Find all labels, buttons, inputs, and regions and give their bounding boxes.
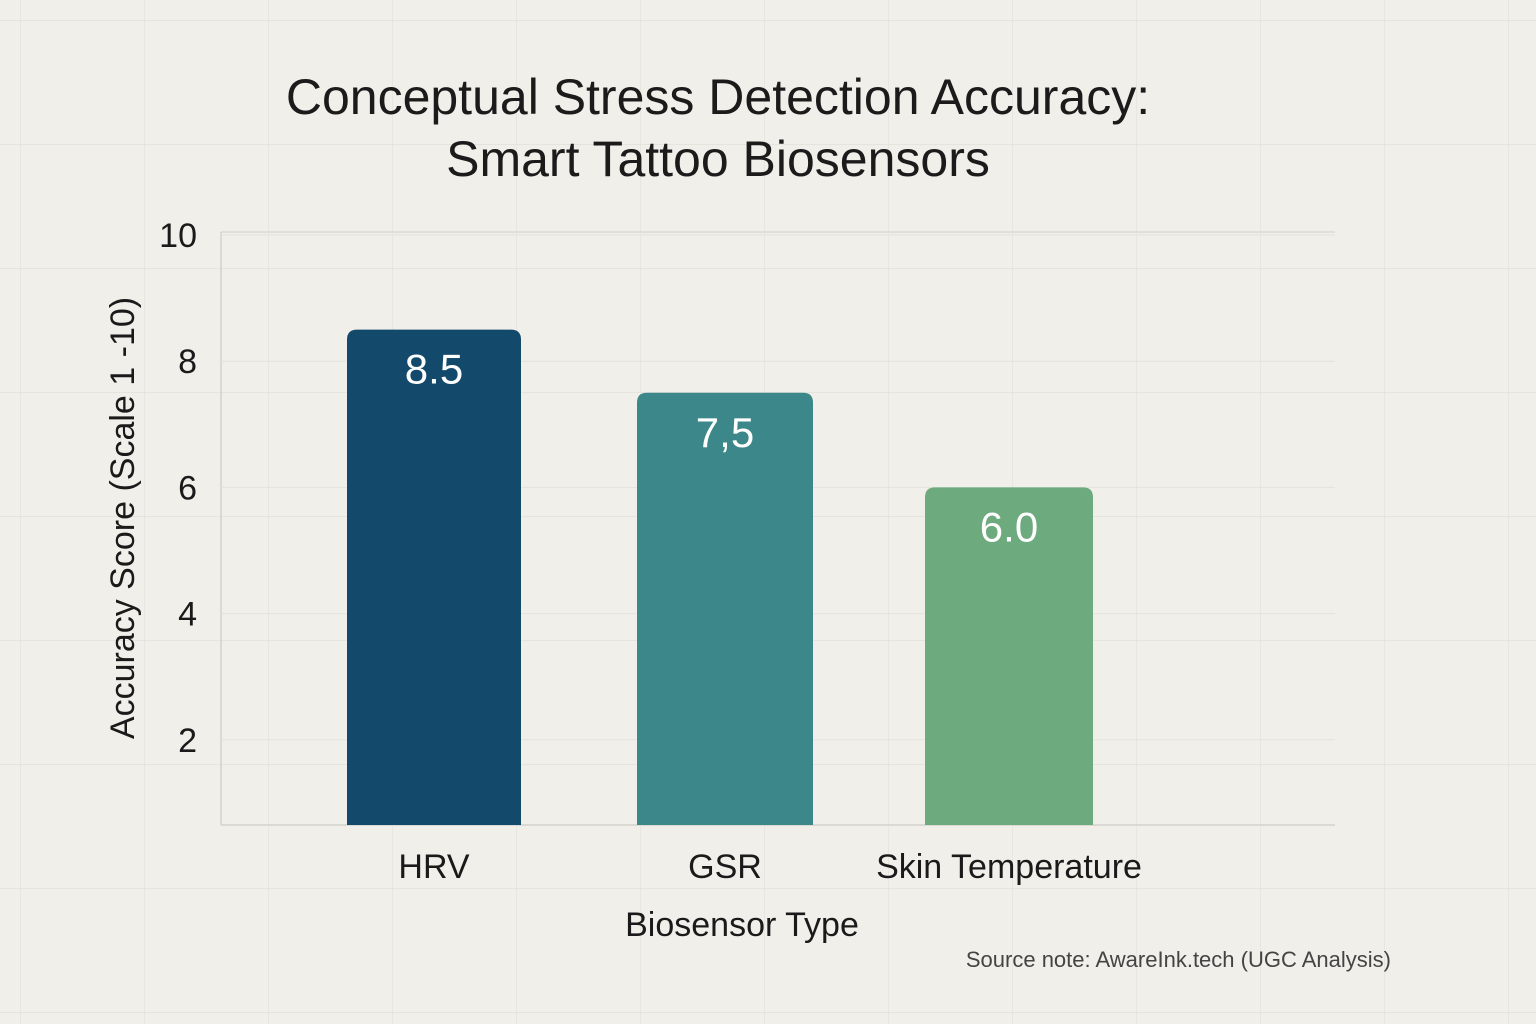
x-tick-label: GSR (688, 848, 762, 886)
chart-title: Conceptual Stress Detection Accuracy: Sm… (0, 66, 1436, 190)
bar-hrv (347, 329, 521, 825)
source-note: Source note: AwareInk.tech (UGC Analysis… (965, 947, 1391, 972)
x-tick-label: HRV (398, 848, 469, 886)
chart-title-line-2: Smart Tattoo Biosensors (446, 131, 990, 187)
bar-gsr (637, 392, 813, 825)
data-label: 6.0 (980, 503, 1038, 550)
y-tick-label: 2 (178, 722, 197, 760)
y-tick-label: 4 (178, 596, 197, 634)
bar-skin-temperature (925, 487, 1093, 825)
y-tick-label: 8 (178, 343, 197, 381)
chart-title-line-1: Conceptual Stress Detection Accuracy: (285, 69, 1151, 125)
y-tick-label: 6 (178, 469, 197, 507)
x-axis-title: Biosensor Type (625, 906, 859, 944)
data-label: 8.5 (405, 346, 463, 393)
y-axis-title: Accuracy Score (Scale 1 -10) (104, 297, 142, 739)
y-tick-label: 10 (159, 217, 197, 255)
x-tick-label: Skin Temperature (876, 848, 1142, 886)
data-label: 7,5 (696, 409, 754, 456)
